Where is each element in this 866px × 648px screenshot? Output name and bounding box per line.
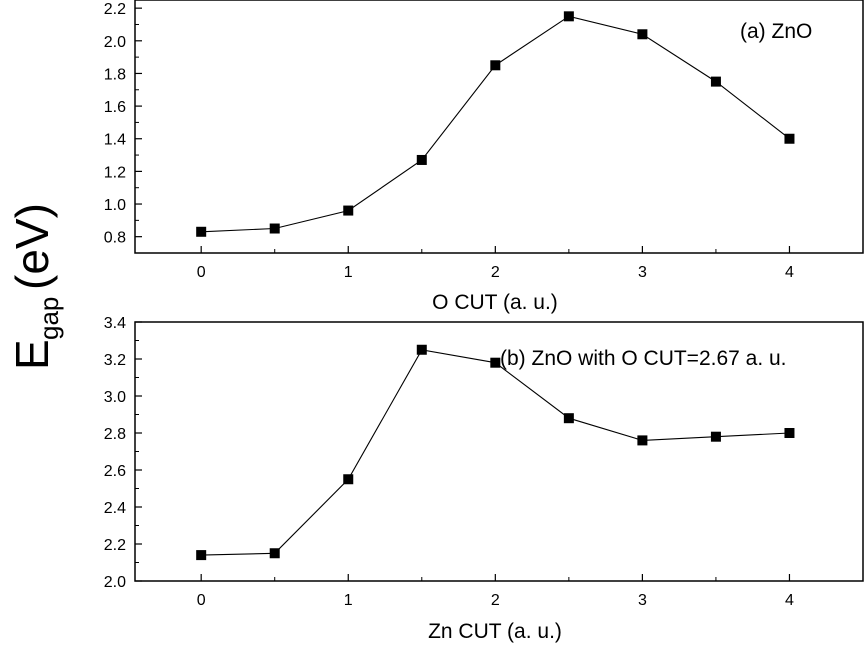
panel-a-y-tick-label: 1.0 <box>104 197 126 214</box>
panel-b-y-tick-label: 3.2 <box>104 352 126 369</box>
panel-a-data-point <box>637 29 648 40</box>
panel-a-y-tick-label: 2.2 <box>104 1 126 18</box>
panel-a-data-point <box>710 76 721 87</box>
panel-b-data-point <box>490 357 501 368</box>
panel-a-data-point <box>784 133 795 144</box>
panel-b-data-point <box>269 548 280 559</box>
panel-a-x-tick-label: 3 <box>638 264 647 281</box>
panel-b-x-tick-label: 4 <box>785 592 794 609</box>
panel-b-series-line <box>201 349 790 556</box>
panel-a-y-tick-label: 1.2 <box>104 164 126 181</box>
panel-a-data-point <box>416 154 427 165</box>
panel-b-x-tick-label: 1 <box>344 592 353 609</box>
panel-a-data-point <box>196 226 207 237</box>
panel-a-y-tick-label: 0.8 <box>104 230 126 247</box>
panel-b-y-tick-label: 3.0 <box>104 389 126 406</box>
panel-a-y-tick-label: 1.6 <box>104 99 126 116</box>
panel-a-x-tick-label: 1 <box>344 264 353 281</box>
panel-a-x-tick-label: 4 <box>785 264 794 281</box>
panel-a-data-point <box>343 205 354 216</box>
panel-b-x-axis-label: Zn CUT (a. u.) <box>428 620 562 643</box>
panel-a-y-tick-label: 1.4 <box>104 132 126 149</box>
panel-b-y-tick-label: 2.6 <box>104 463 126 480</box>
panel-b-data-point <box>196 550 207 561</box>
shared-y-axis-label: E gap (eV) <box>6 203 64 370</box>
panel-b-y-tick-label: 2.0 <box>104 574 126 591</box>
panel-b-y-tick-label: 2.4 <box>104 500 126 517</box>
panel-a: 0.8 1.0 1.2 1.4 1.6 1.8 2.0 2.2 0 1 2 3 4 (a) ZnO O … <box>104 0 864 314</box>
panel-b-x-tick-label: 3 <box>638 592 647 609</box>
ylabel-e: E <box>6 339 58 370</box>
panel-b-x-tick-label: 0 <box>197 592 206 609</box>
panel-b-y-tick-label: 2.8 <box>104 426 126 443</box>
panel-b-x-tick-label: 2 <box>491 592 500 609</box>
panel-b-series <box>196 344 795 561</box>
panel-a-ticks: 0.8 1.0 1.2 1.4 1.6 1.8 2.0 2.2 0 1 2 3 4 <box>104 1 794 281</box>
panel-a-x-axis-label: O CUT (a. u.) <box>432 291 558 314</box>
panel-b-ticks: 2.0 2.2 2.4 2.6 2.8 3.0 3.2 3.4 0 1 2 3 4 <box>104 315 794 609</box>
panel-b-y-tick-label: 2.2 <box>104 537 126 554</box>
panel-b-annotation: (b) ZnO with O CUT=2.67 a. u. <box>500 347 787 370</box>
panel-a-y-tick-label: 2.0 <box>104 34 126 51</box>
panel-a-data-point <box>269 223 280 234</box>
panel-a-annotation: (a) ZnO <box>740 20 812 43</box>
panel-a-data-point <box>563 11 574 22</box>
panel-b-y-tick-label: 3.4 <box>104 315 126 332</box>
panel-a-data-point <box>490 60 501 71</box>
ylabel-unit: (eV) <box>6 203 58 290</box>
panel-b-data-point <box>563 413 574 424</box>
panel-a-y-tick-label: 1.8 <box>104 66 126 83</box>
panel-a-series-line <box>201 15 790 233</box>
panel-a-frame <box>134 0 864 254</box>
panel-b-data-point <box>637 435 648 446</box>
panel-b: 2.0 2.2 2.4 2.6 2.8 3.0 3.2 3.4 0 1 2 3 4 (b) ZnO wi… <box>104 315 864 643</box>
panel-b-data-point <box>710 431 721 442</box>
panel-a-x-tick-label: 2 <box>491 264 500 281</box>
panel-b-data-point <box>416 344 427 355</box>
panel-b-data-point <box>343 474 354 485</box>
ylabel-subscript: gap <box>34 297 64 340</box>
panel-a-series <box>196 11 795 237</box>
panel-a-x-tick-label: 0 <box>197 264 206 281</box>
panel-b-data-point <box>784 428 795 438</box>
